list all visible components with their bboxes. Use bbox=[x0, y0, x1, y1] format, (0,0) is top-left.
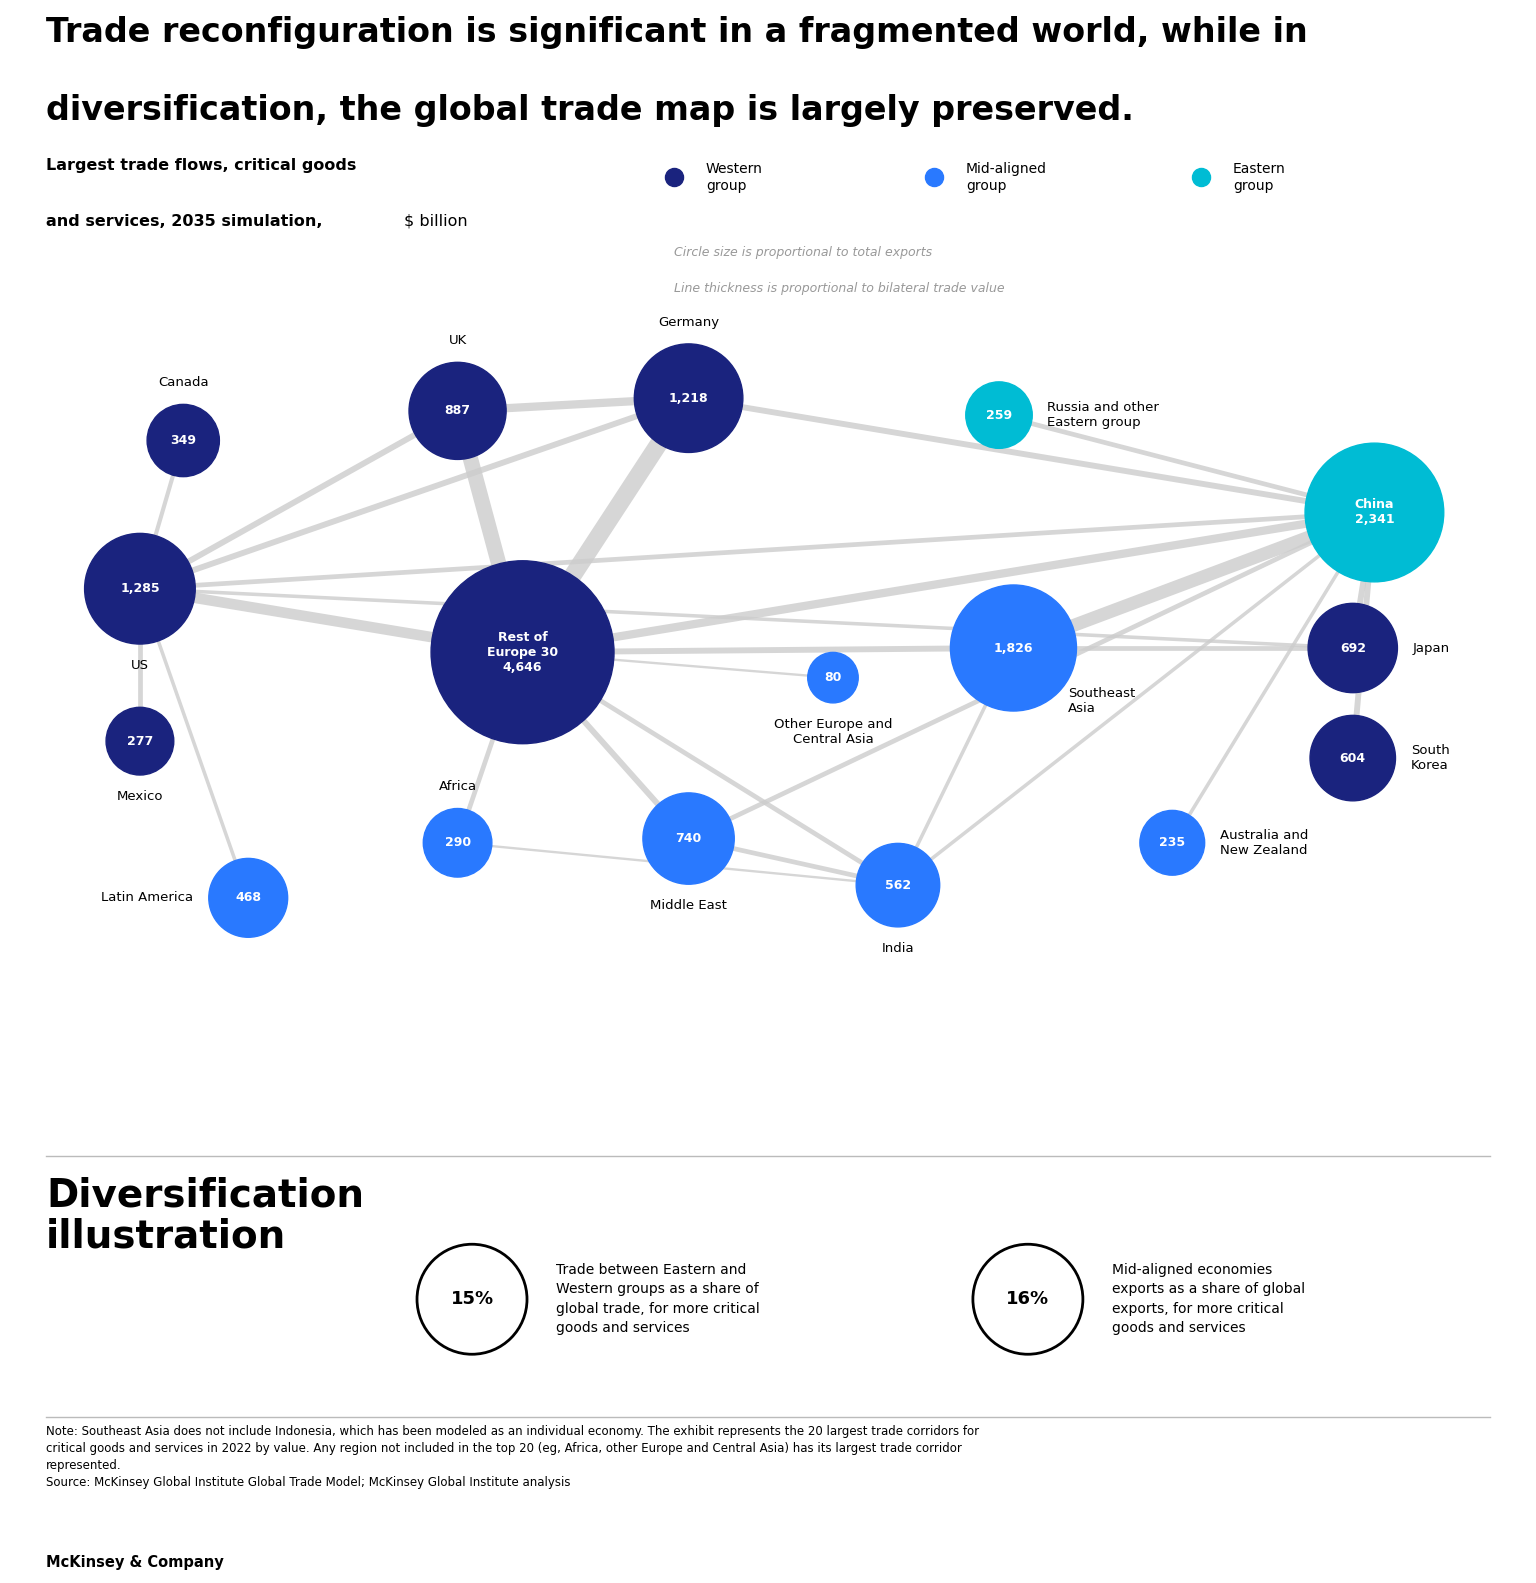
Text: 692: 692 bbox=[1339, 641, 1366, 654]
Circle shape bbox=[808, 652, 859, 703]
Text: Southeast
Asia: Southeast Asia bbox=[1068, 687, 1135, 716]
Text: McKinsey & Company: McKinsey & Company bbox=[46, 1555, 224, 1570]
Text: Middle East: Middle East bbox=[650, 899, 727, 912]
Text: Trade reconfiguration is significant in a fragmented world, while in: Trade reconfiguration is significant in … bbox=[46, 16, 1307, 49]
Text: 349: 349 bbox=[170, 434, 197, 446]
Text: 277: 277 bbox=[127, 735, 154, 747]
Circle shape bbox=[1309, 603, 1398, 693]
Circle shape bbox=[634, 344, 743, 453]
Text: diversification, the global trade map is largely preserved.: diversification, the global trade map is… bbox=[46, 93, 1134, 127]
Text: Circle size is proportional to total exports: Circle size is proportional to total exp… bbox=[674, 245, 932, 260]
Text: US: US bbox=[131, 659, 149, 673]
Text: South
Korea: South Korea bbox=[1410, 744, 1450, 773]
Circle shape bbox=[951, 586, 1077, 711]
Text: 1,218: 1,218 bbox=[668, 391, 708, 405]
Text: Mexico: Mexico bbox=[117, 790, 163, 803]
Circle shape bbox=[1310, 716, 1396, 801]
Text: Mid-aligned economies
exports as a share of global
exports, for more critical
go: Mid-aligned economies exports as a share… bbox=[1112, 1263, 1306, 1336]
Circle shape bbox=[106, 708, 174, 776]
Text: Line thickness is proportional to bilateral trade value: Line thickness is proportional to bilate… bbox=[674, 282, 1005, 296]
Text: Africa: Africa bbox=[438, 780, 476, 793]
Circle shape bbox=[424, 809, 492, 877]
Circle shape bbox=[856, 844, 940, 928]
Text: 604: 604 bbox=[1339, 752, 1366, 765]
Text: 740: 740 bbox=[676, 833, 702, 845]
Text: 16%: 16% bbox=[1006, 1290, 1049, 1308]
Text: 562: 562 bbox=[885, 879, 911, 891]
Text: Rest of
Europe 30
4,646: Rest of Europe 30 4,646 bbox=[487, 630, 558, 674]
Circle shape bbox=[1306, 443, 1444, 583]
Text: 887: 887 bbox=[444, 404, 470, 418]
Text: Japan: Japan bbox=[1413, 641, 1450, 654]
Text: Mid-aligned
group: Mid-aligned group bbox=[966, 163, 1048, 193]
Circle shape bbox=[1140, 810, 1204, 875]
Text: Diversification
illustration: Diversification illustration bbox=[46, 1176, 364, 1255]
Text: Eastern
group: Eastern group bbox=[1233, 163, 1286, 193]
Circle shape bbox=[644, 793, 734, 885]
Text: 1,285: 1,285 bbox=[120, 583, 160, 595]
Circle shape bbox=[84, 533, 195, 644]
Circle shape bbox=[147, 404, 220, 476]
Text: Australia and
New Zealand: Australia and New Zealand bbox=[1220, 829, 1309, 856]
Text: UK: UK bbox=[449, 334, 467, 347]
Circle shape bbox=[966, 382, 1032, 448]
Text: Trade between Eastern and
Western groups as a share of
global trade, for more cr: Trade between Eastern and Western groups… bbox=[556, 1263, 760, 1336]
Text: and services, 2035 simulation,: and services, 2035 simulation, bbox=[46, 214, 329, 228]
Circle shape bbox=[432, 560, 614, 744]
Text: Germany: Germany bbox=[657, 315, 719, 329]
Text: Note: Southeast Asia does not include Indonesia, which has been modeled as an in: Note: Southeast Asia does not include In… bbox=[46, 1425, 980, 1490]
Text: India: India bbox=[882, 942, 914, 955]
Circle shape bbox=[409, 363, 507, 459]
Text: 468: 468 bbox=[235, 891, 261, 904]
Text: Latin America: Latin America bbox=[101, 891, 194, 904]
Text: Russia and other
Eastern group: Russia and other Eastern group bbox=[1048, 400, 1160, 429]
Text: China
2,341: China 2,341 bbox=[1355, 499, 1395, 527]
Text: 290: 290 bbox=[444, 836, 470, 850]
Text: Largest trade flows, critical goods: Largest trade flows, critical goods bbox=[46, 158, 356, 173]
Circle shape bbox=[209, 858, 287, 937]
Text: 80: 80 bbox=[825, 671, 842, 684]
Text: 259: 259 bbox=[986, 408, 1012, 421]
Text: 1,826: 1,826 bbox=[994, 641, 1034, 654]
Text: 235: 235 bbox=[1160, 836, 1186, 850]
Text: $ billion: $ billion bbox=[404, 214, 468, 228]
Text: Canada: Canada bbox=[158, 377, 209, 389]
Text: Western
group: Western group bbox=[707, 163, 763, 193]
Text: 15%: 15% bbox=[450, 1290, 493, 1308]
Text: Other Europe and
Central Asia: Other Europe and Central Asia bbox=[774, 719, 892, 746]
